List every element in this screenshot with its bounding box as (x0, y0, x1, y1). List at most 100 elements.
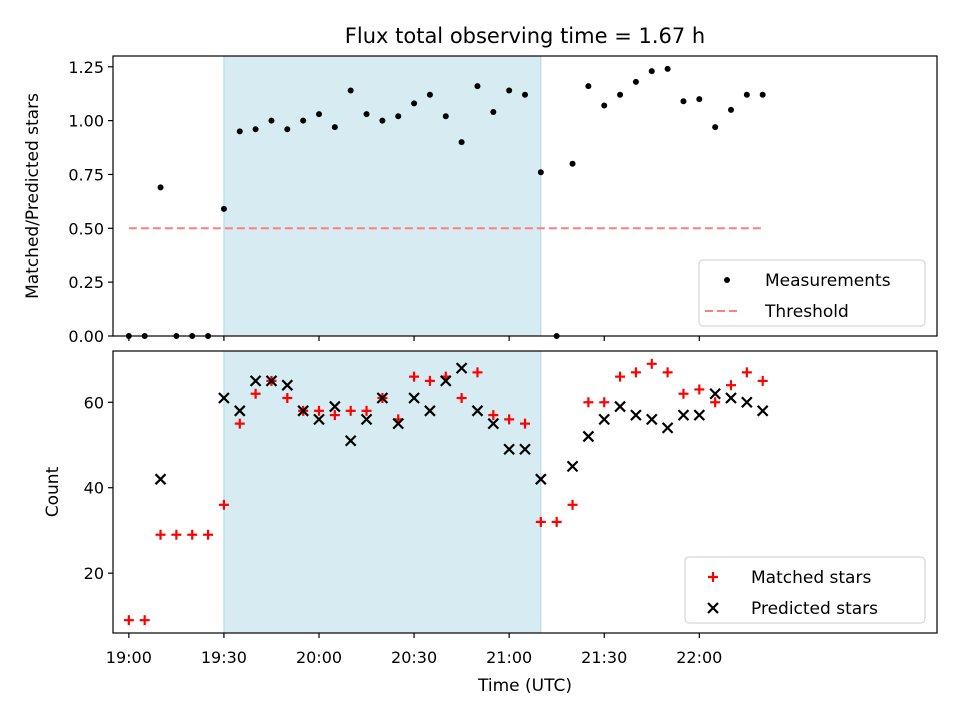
legend-marker (708, 572, 718, 582)
matched-star-point (599, 397, 610, 408)
matched-star-point (551, 516, 562, 527)
legend: Measurements Threshold (698, 259, 926, 327)
measurement-point (157, 184, 164, 191)
bottom-panel: 20 40 60 19:00 19:30 20:00 20:30 21:00 21:30 22:0… (43, 350, 938, 667)
legend-box (684, 556, 926, 624)
predicted-star-point (677, 409, 690, 421)
measurement-point (300, 117, 307, 124)
y-tick-label: 0.25 (68, 273, 104, 292)
legend-item: Matched stars (708, 568, 871, 588)
matched-star-point (710, 397, 721, 408)
predicted-star-point (487, 417, 500, 430)
predicted-star-point (329, 400, 341, 413)
predicted-star-point (455, 362, 468, 374)
measurement-point (363, 111, 370, 118)
measurement-point (426, 91, 433, 98)
y-tick-label: 40 (84, 479, 104, 498)
measurement-point (696, 96, 703, 103)
matched-star-point (520, 418, 530, 429)
measurement-point (728, 106, 734, 113)
legend-marker (724, 277, 730, 283)
matched-star-point (282, 393, 293, 403)
measurement-point (648, 68, 655, 75)
x-tick-label: 20:00 (296, 648, 342, 667)
predicted-star-point (566, 460, 579, 473)
y-tick-label: 1.00 (68, 112, 104, 131)
matched-star-point (139, 615, 150, 626)
matched-star-point (726, 380, 736, 391)
measurement-point (490, 109, 497, 115)
measurement-point (537, 169, 544, 176)
measurement-point (252, 126, 259, 133)
measurement-point (442, 113, 449, 120)
matched-star-point (171, 529, 182, 540)
matched-star-point (314, 405, 324, 416)
matched-star-point (488, 410, 499, 421)
matched-star-point (234, 418, 245, 429)
predicted-star-point (661, 422, 674, 434)
matched-star-point (456, 393, 467, 403)
matched-star-point (187, 529, 198, 540)
series-predicted-stars (154, 362, 769, 485)
matched-star-point (345, 405, 356, 416)
legend-item: Predicted stars (707, 599, 878, 619)
measurement-point (474, 83, 481, 90)
plot-frame (112, 55, 938, 337)
matched-star-point (409, 371, 420, 382)
predicted-star-point (614, 400, 626, 413)
matched-star-point (250, 388, 261, 399)
measurement-point (411, 100, 418, 107)
legend-label: Measurements (765, 271, 891, 291)
measurement-point (585, 83, 592, 90)
measurement-point (347, 87, 354, 94)
predicted-star-point (281, 379, 294, 391)
x-tick-label: 20:30 (391, 648, 437, 667)
predicted-star-point (693, 409, 706, 421)
matched-star-point (329, 410, 340, 421)
measurement-point (506, 87, 513, 94)
matched-star-point (567, 499, 578, 510)
shaded-observing-span (223, 55, 542, 337)
predicted-star-point (598, 413, 611, 426)
y-tick-label: 0.50 (68, 219, 104, 238)
predicted-star-point (645, 413, 658, 426)
measurement-point (569, 160, 576, 167)
matched-star-point (694, 384, 705, 395)
x-tick-label: 22:00 (676, 648, 722, 667)
measurement-point (743, 91, 750, 98)
predicted-star-point (630, 409, 642, 421)
predicted-star-point (582, 430, 595, 443)
matched-star-point (615, 371, 626, 382)
measurement-point (759, 91, 766, 98)
measurement-point (601, 102, 608, 109)
measurement-point (458, 139, 465, 146)
chart-title: Flux total observing time = 1.67 h (345, 24, 705, 48)
x-tick-label: 21:00 (486, 648, 532, 667)
measurement-point (664, 65, 671, 72)
legend: Matched stars Predicted stars (684, 556, 926, 624)
measurement-point (680, 98, 687, 105)
predicted-star-point (249, 375, 262, 387)
predicted-star-point (408, 392, 420, 404)
matched-star-point (472, 367, 483, 378)
predicted-star-point (297, 405, 309, 417)
predicted-star-point (360, 413, 373, 426)
top-panel: 0.00 0.25 0.50 0.75 1.00 1.25 Matched/Predicte… (23, 55, 938, 346)
matched-star-point (678, 388, 689, 399)
predicted-star-point (503, 443, 515, 456)
measurement-point (268, 117, 275, 124)
predicted-star-point (535, 473, 547, 485)
predicted-star-point (218, 392, 230, 404)
predicted-star-point (741, 396, 753, 409)
matched-star-point (218, 499, 229, 510)
measurement-point (236, 128, 243, 135)
x-tick-label: 19:00 (106, 648, 152, 667)
predicted-star-point (424, 405, 436, 417)
x-axis-label: Time (UTC) (477, 676, 572, 696)
legend-label: Matched stars (751, 568, 871, 588)
matched-star-point (203, 529, 214, 540)
matched-star-point (757, 375, 768, 386)
matched-star-point (424, 375, 435, 386)
y-tick-label: 60 (84, 393, 104, 412)
